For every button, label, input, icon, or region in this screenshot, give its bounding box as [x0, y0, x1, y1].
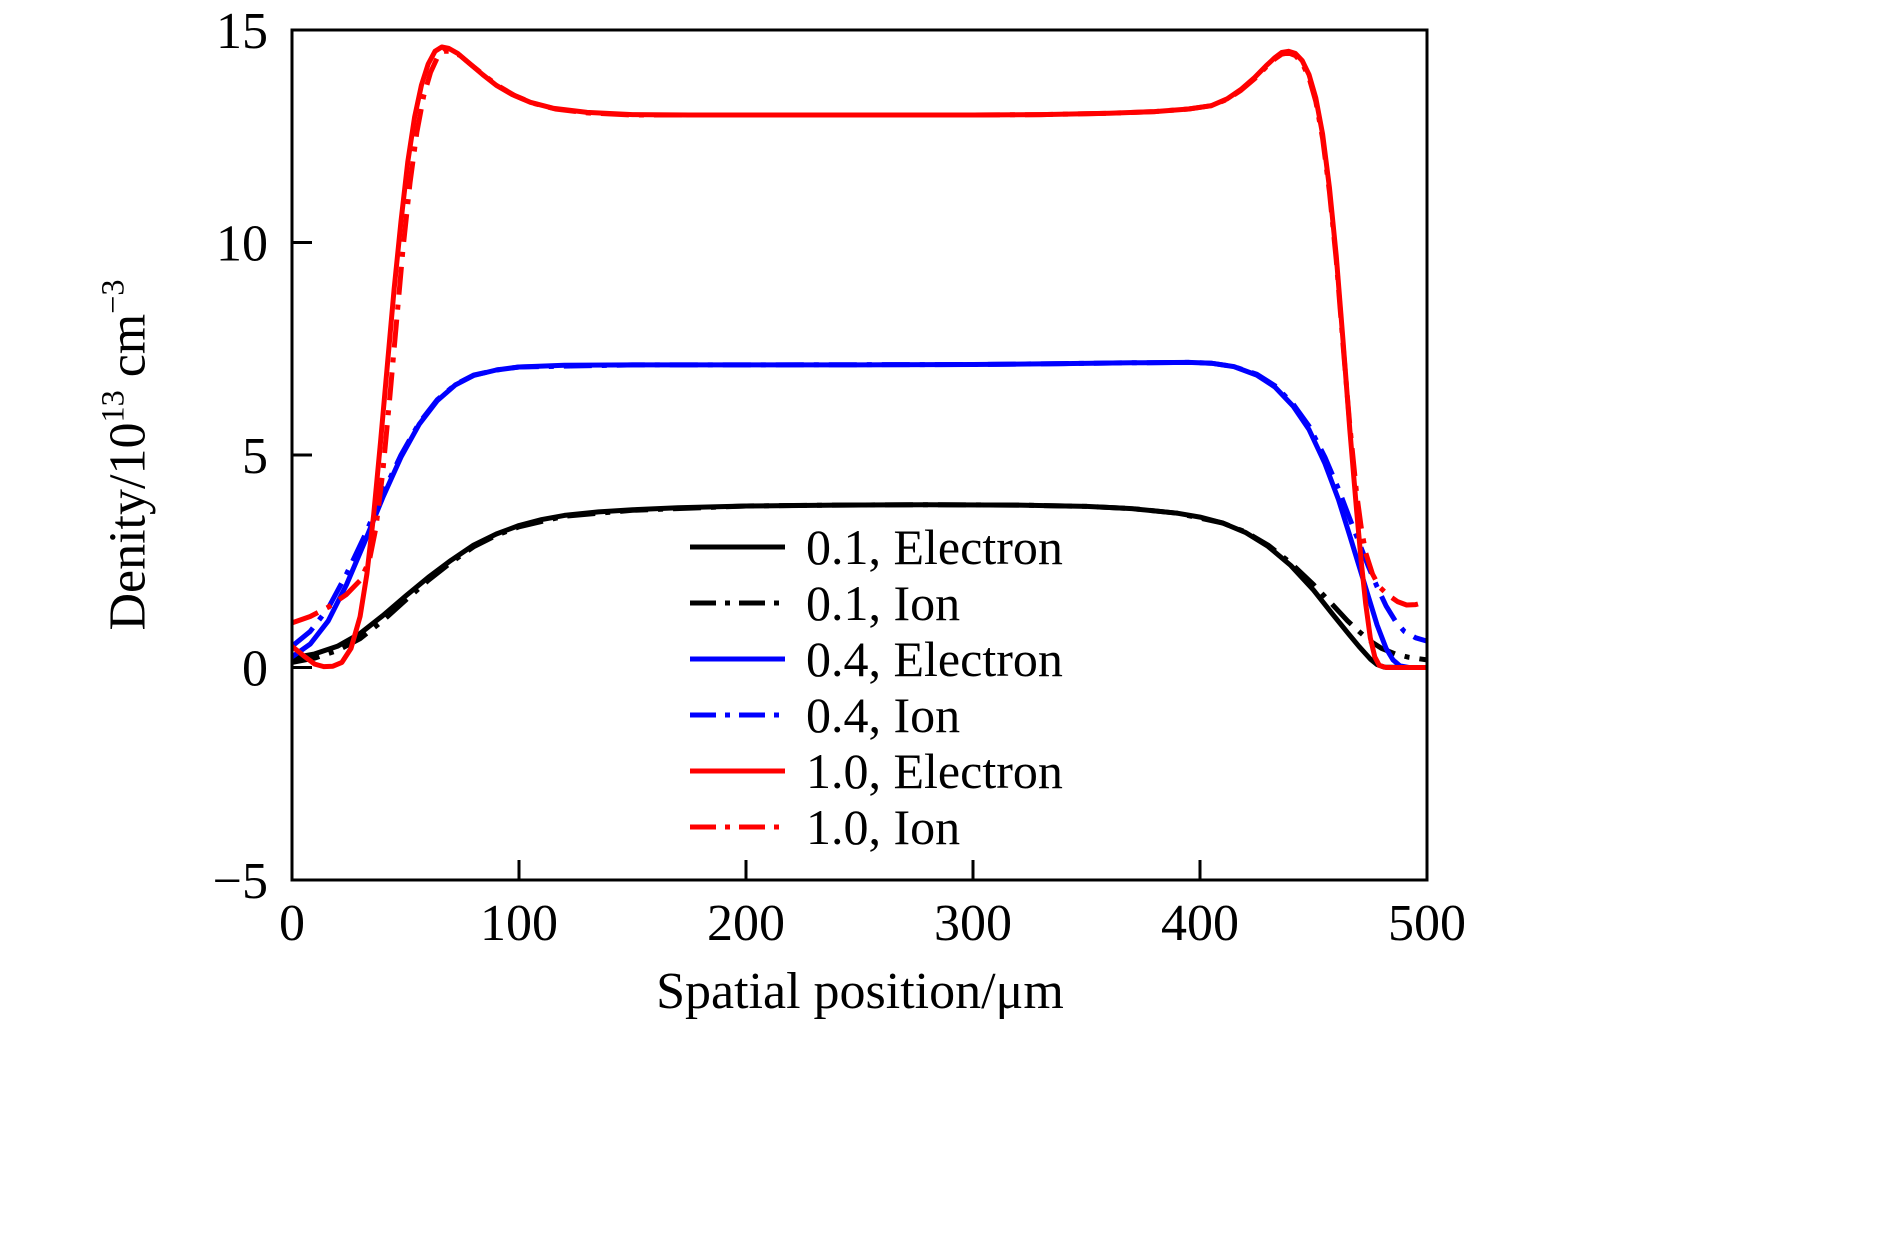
series-line-1.0-ion	[291, 48, 1428, 626]
x-tick-label: 500	[1388, 895, 1466, 952]
y-tick-label: −5	[213, 853, 268, 910]
legend-label-0.4-electron: 0.4, Electron	[806, 631, 1063, 687]
legend-label-0.1-ion: 0.1, Ion	[806, 575, 960, 631]
y-axis-title-exponent: 13	[94, 390, 131, 423]
y-axis-title-base: Denity/10	[99, 422, 157, 631]
y-tick-label: 15	[216, 3, 268, 60]
x-tick-label: 100	[480, 895, 558, 952]
legend-label-0.4-ion: 0.4, Ion	[806, 687, 960, 743]
y-tick-label: 0	[242, 641, 268, 698]
plot-frame	[290, 28, 1429, 882]
y-tick-label: 10	[216, 216, 268, 273]
y-axis-title: Denity/1013 cm−3	[95, 279, 158, 631]
y-axis-title-unit-exponent: −3	[94, 279, 131, 314]
legend-label-1.0-ion: 1.0, Ion	[806, 799, 960, 855]
x-axis-title: Spatial position/μm	[656, 963, 1064, 1020]
x-tick-label: 0	[279, 895, 305, 952]
legend-label-0.1-electron: 0.1, Electron	[806, 519, 1063, 575]
series-line-0.1-ion	[291, 502, 1428, 665]
x-tick-label: 200	[707, 895, 785, 952]
y-axis-title-unit: cm	[99, 313, 157, 391]
legend-label-1.0-electron: 1.0, Electron	[806, 743, 1063, 799]
y-tick-label: 5	[242, 428, 268, 485]
x-tick-label: 300	[934, 895, 1012, 952]
chart-curves	[290, 44, 1428, 670]
x-tick-label: 400	[1161, 895, 1239, 952]
